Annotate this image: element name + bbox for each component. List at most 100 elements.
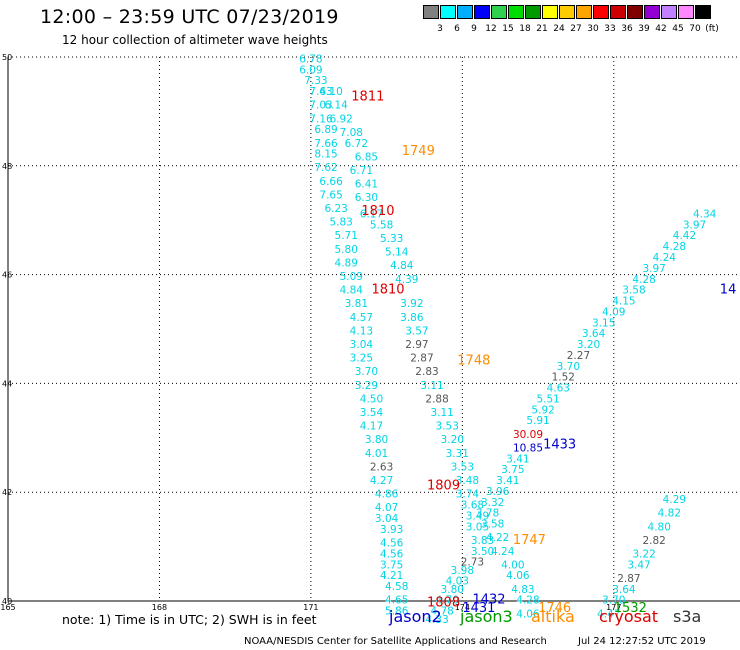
swh-value: 3.31 — [446, 448, 469, 460]
legend-jason2: jason2 — [389, 607, 442, 626]
swh-value: 4.15 — [612, 296, 635, 308]
lon-tick-label: 168 — [152, 603, 167, 612]
color-scale-label: 3 — [437, 24, 443, 34]
color-swatch — [491, 5, 507, 19]
swh-value: 7.66 — [314, 138, 338, 150]
color-swatch — [440, 5, 456, 19]
swh-value: 2.63 — [370, 461, 393, 473]
swh-value: 4.13 — [350, 325, 373, 337]
color-scale-label: 6 — [454, 24, 460, 34]
swh-value: 6.92 — [329, 113, 352, 125]
swh-value: 4.09 — [602, 306, 625, 318]
swh-value: 3.64 — [612, 584, 636, 596]
swh-value: 4.24 — [491, 546, 515, 558]
credit-text: NOAA/NESDIS Center for Satellite Applica… — [244, 636, 547, 647]
swh-value: 5.33 — [380, 233, 403, 245]
swh-value: 3.80 — [365, 434, 388, 446]
pass-time-label: 1809 — [427, 478, 460, 493]
color-swatch — [678, 5, 694, 19]
swh-value: 3.20 — [441, 434, 464, 446]
swh-value: 3.58 — [481, 519, 504, 531]
swh-value: 3.70 — [602, 595, 625, 607]
lat-tick-label: 40 — [2, 597, 12, 606]
swh-value: 3.64 — [582, 328, 606, 340]
swh-value: 6.89 — [314, 124, 337, 136]
legend-altika: altika — [531, 607, 575, 626]
swh-value: 4.63 — [547, 383, 570, 395]
pass-time-label: 1810 — [371, 283, 404, 298]
swh-value: 4.39 — [395, 274, 418, 286]
lon-tick-label: 174 — [455, 603, 470, 612]
swh-value: 5.92 — [531, 404, 554, 416]
swh-value: 3.53 — [436, 421, 459, 433]
swh-value: 3.93 — [380, 524, 403, 536]
swh-value: 4.80 — [648, 521, 671, 533]
swh-value: 3.11 — [420, 380, 443, 392]
color-swatch — [525, 5, 541, 19]
swh-value: 3.41 — [496, 475, 519, 487]
swh-value: 2.87 — [617, 573, 640, 585]
swh-value: 4.47 — [597, 608, 620, 620]
swh-value: 3.48 — [456, 475, 479, 487]
color-swatch — [695, 5, 711, 19]
swh-value: 4.29 — [663, 494, 686, 506]
color-scale-label: 18 — [519, 24, 531, 34]
swh-value: 4.50 — [360, 393, 383, 405]
pass-time-label: 1748 — [457, 353, 490, 368]
legend-jason3: jason3 — [460, 607, 513, 626]
swh-value: 7.08 — [340, 127, 363, 139]
color-scale-label: 24 — [553, 24, 565, 34]
swh-value: 3.15 — [592, 317, 615, 329]
swh-value: 4.28 — [632, 274, 655, 286]
legend-s3a: s3a — [673, 607, 702, 626]
swh-value: 3.29 — [355, 380, 378, 392]
swh-value: 3.41 — [506, 453, 529, 465]
swh-value: 4.83 — [511, 584, 534, 596]
lat-tick-label: 46 — [2, 271, 12, 280]
color-swatch — [644, 5, 660, 19]
pass-time-label: 14 — [720, 283, 737, 298]
swh-value: 3.47 — [627, 559, 650, 571]
swh-value: 4.89 — [335, 257, 358, 269]
swh-value: 3.80 — [441, 584, 464, 596]
swh-value: 4.70 — [436, 595, 459, 607]
color-scale-label: 45 — [672, 24, 684, 34]
swh-value: 7.33 — [304, 75, 327, 87]
swh-value: 3.04 — [350, 339, 374, 351]
swh-value: 5.58 — [370, 219, 393, 231]
swh-value: 4.00 — [501, 559, 524, 571]
swh-value: 7.65 — [319, 189, 342, 201]
color-scale-label: 12 — [485, 24, 497, 34]
swh-value: 3.49 — [466, 510, 489, 522]
swh-value: 6.10 — [319, 86, 342, 98]
swh-value: 3.58 — [622, 285, 645, 297]
swh-value: 7.03 — [309, 100, 332, 112]
pass-time-label: 1811 — [351, 90, 384, 105]
pass-time-label: 1749 — [402, 144, 435, 159]
color-scale-label: 27 — [570, 24, 582, 34]
swh-value: 4.34 — [693, 208, 717, 220]
color-scale-label: 70 — [689, 24, 701, 34]
swh-value: 3.83 — [471, 535, 494, 547]
swh-value: 5.09 — [340, 271, 363, 283]
color-scale-label: 9 — [471, 24, 477, 34]
color-scale-label: (ft) — [705, 24, 719, 34]
color-swatch — [457, 5, 473, 19]
lat-tick-label: 44 — [2, 379, 12, 388]
page-subtitle: 12 hour collection of altimeter wave hei… — [62, 33, 328, 47]
swh-value: 6.72 — [345, 138, 368, 150]
pass-time-label: 1431 — [462, 601, 495, 616]
swh-value: 3.05 — [466, 521, 489, 533]
color-scale-label: 30 — [587, 24, 599, 34]
swh-value: 3.50 — [471, 546, 494, 558]
swh-value: 3.68 — [461, 500, 484, 512]
swh-value: 4.57 — [350, 312, 373, 324]
color-scale-label: 39 — [638, 24, 650, 34]
swh-value: 6.71 — [350, 165, 373, 177]
pass-time-label: 1747 — [513, 533, 546, 548]
color-swatch — [627, 5, 643, 19]
swh-value: 3.92 — [400, 298, 423, 310]
swh-value: 6.09 — [299, 64, 322, 76]
swh-value: 4.86 — [375, 489, 399, 501]
swh-value: 7.62 — [314, 162, 337, 174]
